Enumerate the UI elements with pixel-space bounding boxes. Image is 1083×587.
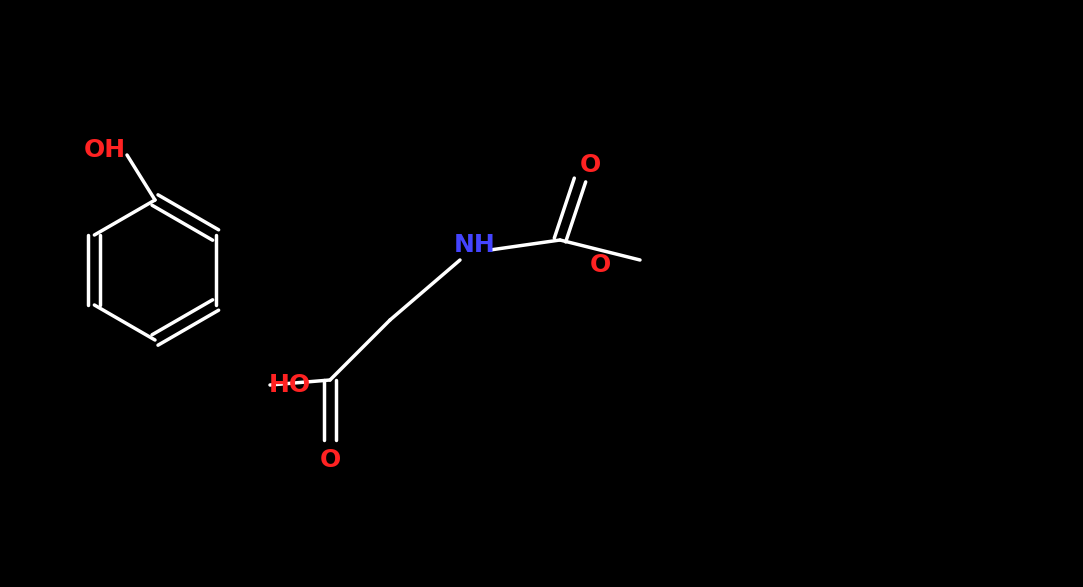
Text: OH: OH <box>84 138 126 162</box>
Text: NH: NH <box>454 233 496 257</box>
Text: HO: HO <box>269 373 311 397</box>
Text: O: O <box>589 253 611 277</box>
Text: O: O <box>579 153 601 177</box>
Text: O: O <box>319 448 341 472</box>
